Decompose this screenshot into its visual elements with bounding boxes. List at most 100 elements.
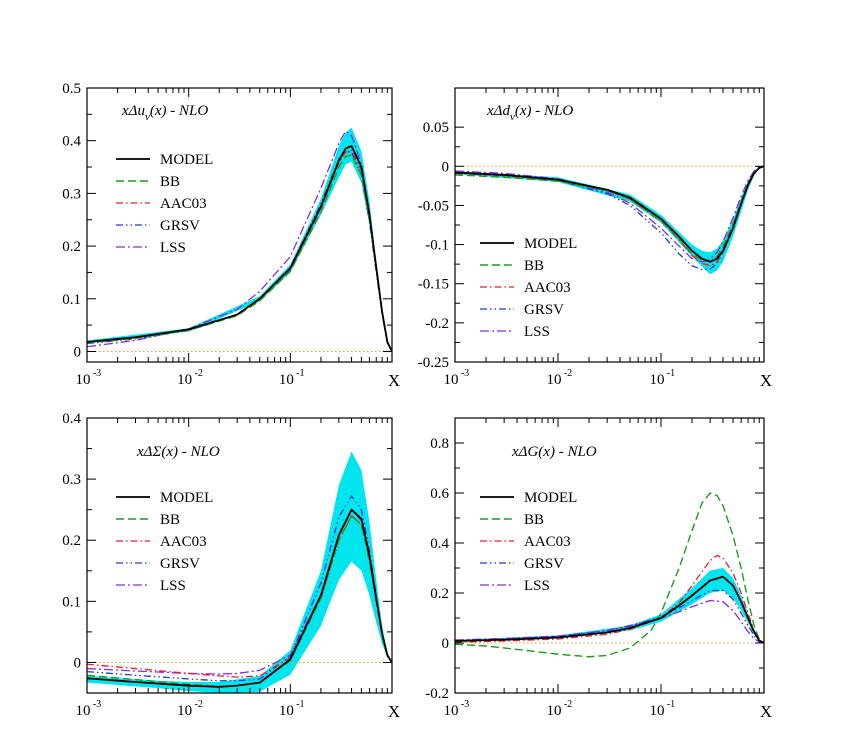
legend: MODEL BB AAC03 GRSV LSS xyxy=(480,490,577,594)
series-line-grsv xyxy=(455,589,764,644)
series-line-grsv xyxy=(87,495,392,682)
uncertainty-band xyxy=(87,451,392,693)
y-tick-label: 0 xyxy=(74,344,82,360)
x-tick-label-exponent: -2 xyxy=(194,368,202,379)
y-tick-label: -0.2 xyxy=(425,316,449,332)
plot-area xyxy=(455,165,764,275)
series-line-aac03 xyxy=(455,554,764,644)
panel-title-rest: (x) - NLO xyxy=(161,444,219,460)
panel-title-main: xΔG xyxy=(511,444,538,460)
x-tick-label-exponent: -1 xyxy=(667,368,675,379)
x-tick-label-exponent: -3 xyxy=(93,368,101,379)
y-tick-label: 0.2 xyxy=(430,586,449,602)
series-line-bb xyxy=(455,492,764,658)
uncertainty-band xyxy=(87,127,392,352)
panel-title-rest: (x) - NLO xyxy=(515,103,573,119)
series-line-bb xyxy=(87,154,392,352)
y-tick-label: 0 xyxy=(442,159,450,175)
panel-title-rest: (x) - NLO xyxy=(538,444,596,460)
x-tick-label-exponent: -3 xyxy=(461,699,469,710)
y-tick-label: 0.3 xyxy=(62,472,81,488)
legend: MODEL BB AAC03 GRSV LSS xyxy=(116,490,213,594)
plot-area xyxy=(87,127,392,352)
legend-label-aac03: AAC03 xyxy=(160,534,207,550)
x-tick-label: 10 xyxy=(650,372,665,388)
panel-title: xΔdv(x) - NLO xyxy=(486,103,573,123)
x-tick-label-exponent: -1 xyxy=(296,699,304,710)
y-tick-label: 0.4 xyxy=(430,536,449,552)
y-tick-label: -0.05 xyxy=(418,198,449,214)
series-line-aac03 xyxy=(87,515,392,678)
series-line-model xyxy=(455,165,764,263)
x-axis-label: X xyxy=(760,702,772,721)
x-tick-label-exponent: -2 xyxy=(194,699,202,710)
y-tick-label: 0 xyxy=(74,655,82,671)
series-line-model xyxy=(87,508,392,688)
x-tick-label-exponent: -2 xyxy=(564,368,572,379)
x-tick-label: 10 xyxy=(444,703,459,719)
x-tick-label-exponent: -2 xyxy=(564,699,572,710)
legend-label-grsv: GRSV xyxy=(524,556,564,572)
legend-label-grsv: GRSV xyxy=(160,218,200,234)
y-tick-label: -0.1 xyxy=(425,238,449,254)
y-tick-label: 0.8 xyxy=(430,436,449,452)
legend-label-bb: BB xyxy=(160,174,180,190)
x-tick-label-exponent: -1 xyxy=(296,368,304,379)
y-tick-label: 0.3 xyxy=(62,186,81,202)
legend-label-model: MODEL xyxy=(524,236,577,252)
panel-2: 10 -3 10 -2 10 -1 X0.050-0.05-0.1-0.15-0.2-0.2… xyxy=(418,87,772,390)
y-tick-label: 0.2 xyxy=(62,533,81,549)
y-tick-label: 0.4 xyxy=(62,134,81,150)
x-tick-label: 10 xyxy=(444,372,459,388)
x-tick-label: 10 xyxy=(177,372,192,388)
x-tick-label-exponent: -3 xyxy=(93,699,101,710)
x-tick-label: 10 xyxy=(76,703,91,719)
y-tick-label: 0.5 xyxy=(62,81,81,97)
series-line-model xyxy=(87,145,392,352)
plot-frame xyxy=(454,87,765,363)
panel-title: xΔG(x) - NLO xyxy=(511,444,597,460)
panel-title-main: xΔΣ xyxy=(136,444,161,460)
x-axis-label: X xyxy=(760,371,772,390)
legend-label-bb: BB xyxy=(160,512,180,528)
plot-frame xyxy=(86,87,393,363)
x-tick-label-exponent: -3 xyxy=(461,368,469,379)
plot-frame xyxy=(454,417,765,694)
y-tick-label: 0.6 xyxy=(430,486,449,502)
legend-label-grsv: GRSV xyxy=(524,302,564,318)
x-tick-label: 10 xyxy=(547,703,562,719)
panel-title-main: xΔd xyxy=(486,103,510,119)
y-tick-label: 0.1 xyxy=(62,594,81,610)
series-line-lss xyxy=(455,599,764,644)
y-tick-label: 0.1 xyxy=(62,292,81,308)
panel-title-subscript: v xyxy=(145,111,150,123)
series-line-lss xyxy=(87,130,392,352)
legend: MODEL BB AAC03 GRSV LSS xyxy=(116,152,213,256)
x-tick-label: 10 xyxy=(650,703,665,719)
x-tick-label: 10 xyxy=(547,372,562,388)
y-tick-label: 0.4 xyxy=(62,411,81,427)
y-tick-label: -0.25 xyxy=(418,355,449,371)
legend-label-bb: BB xyxy=(524,258,544,274)
plot-area xyxy=(455,492,764,658)
legend-label-model: MODEL xyxy=(524,490,577,506)
legend-label-model: MODEL xyxy=(160,490,213,506)
legend-label-aac03: AAC03 xyxy=(524,534,571,550)
plot-area xyxy=(87,451,392,693)
y-tick-label: 0.05 xyxy=(423,120,449,136)
panel-title-subscript: v xyxy=(510,111,515,123)
panel-title: xΔuv(x) - NLO xyxy=(121,103,208,123)
x-axis-label: X xyxy=(388,702,400,721)
series-line-grsv xyxy=(455,165,764,271)
legend-label-lss: LSS xyxy=(524,324,550,340)
panel-title: xΔΣ(x) - NLO xyxy=(136,444,220,460)
y-tick-label: 0.2 xyxy=(62,239,81,255)
x-tick-label: 10 xyxy=(279,703,294,719)
series-line-bb xyxy=(455,165,764,263)
legend-label-grsv: GRSV xyxy=(160,556,200,572)
legend-label-aac03: AAC03 xyxy=(524,280,571,296)
